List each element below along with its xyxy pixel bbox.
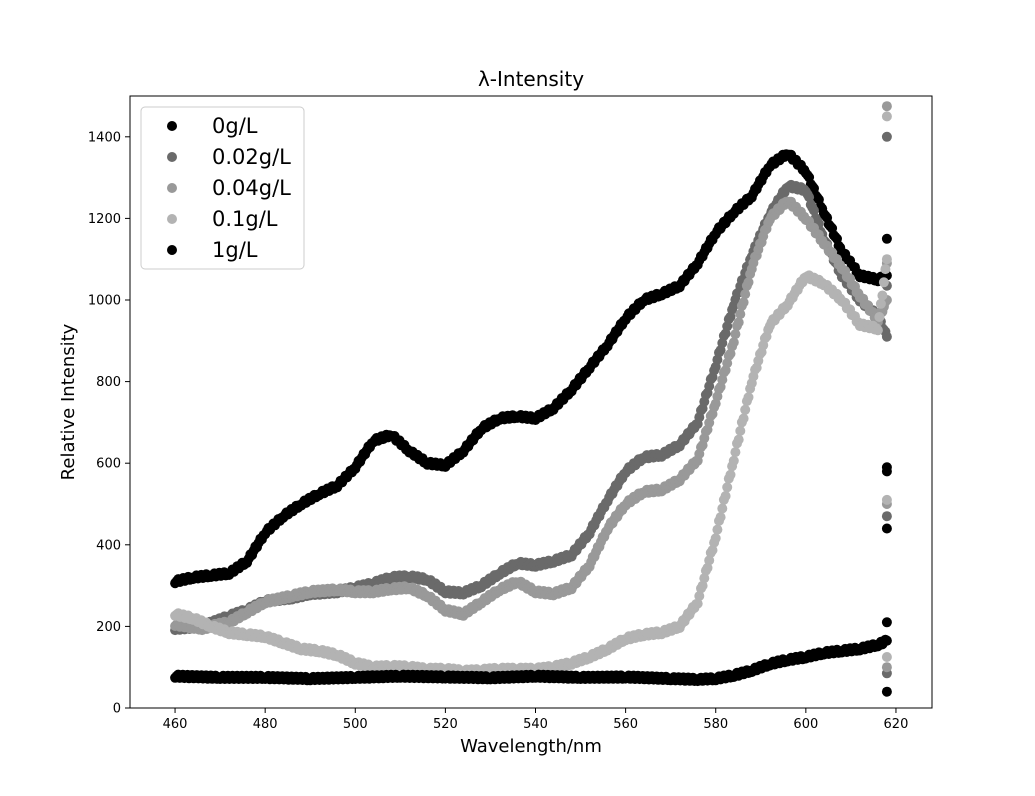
data-point <box>730 447 741 458</box>
data-point <box>738 413 749 424</box>
data-point <box>722 482 733 493</box>
data-point <box>697 580 708 591</box>
legend-box <box>140 106 305 270</box>
data-point <box>809 205 819 216</box>
data-point <box>735 309 746 320</box>
data-point <box>881 511 892 522</box>
y-tick-label: 1000 <box>88 294 121 309</box>
data-point <box>733 317 744 328</box>
legend-label: 0.1g/L <box>212 207 278 231</box>
legend-item: 0.02g/L <box>167 145 291 169</box>
x-axis: 460 480 500 520 540 560 580 600 620 <box>163 708 909 732</box>
data-point <box>881 523 892 534</box>
x-tick-label: 580 <box>703 717 728 732</box>
data-point <box>881 331 892 342</box>
y-tick-label: 1200 <box>88 212 121 227</box>
chart-title: λ-Intensity <box>478 67 584 91</box>
data-point <box>874 312 885 322</box>
series-1g-l <box>170 466 892 697</box>
y-tick-label: 600 <box>96 457 121 472</box>
data-point <box>738 297 749 308</box>
legend-items: 0g/L 0.02g/L 0.04g/L 0.1g/L 1g/L <box>167 114 291 262</box>
data-point <box>881 652 892 662</box>
data-point <box>704 555 715 566</box>
data-point <box>881 635 892 646</box>
data-point <box>881 101 892 112</box>
series-0g-l <box>170 149 892 589</box>
legend: 0g/L 0.02g/L 0.04g/L 0.1g/L 1g/L <box>140 106 305 270</box>
x-tick-label: 460 <box>163 717 188 732</box>
legend-item: 1g/L <box>167 238 258 262</box>
data-point <box>702 562 713 573</box>
y-tick-label: 1400 <box>88 130 121 145</box>
data-point <box>733 434 744 445</box>
x-tick-label: 600 <box>793 717 818 732</box>
x-tick-label: 520 <box>433 717 458 732</box>
data-point <box>804 192 815 203</box>
data-point <box>725 469 736 480</box>
data-point <box>881 111 892 122</box>
y-tick-label: 400 <box>96 538 121 553</box>
data-point <box>692 598 703 609</box>
data-point <box>720 491 731 501</box>
plot-frame <box>129 95 933 709</box>
data-point <box>728 337 739 348</box>
data-point <box>728 455 739 466</box>
legend-label: 1g/L <box>212 238 258 262</box>
x-tick-label: 620 <box>884 717 909 732</box>
x-axis-label: Wavelength/nm <box>460 736 602 757</box>
data-point <box>740 289 751 300</box>
data-point <box>881 494 892 505</box>
legend-label: 0g/L <box>212 114 258 138</box>
data-point <box>881 617 892 628</box>
data-point <box>881 233 892 244</box>
data-point <box>707 545 718 556</box>
data-point <box>712 524 723 535</box>
data-point <box>881 254 892 265</box>
data-point <box>878 277 889 288</box>
data-point <box>875 298 886 309</box>
data-point <box>730 329 741 340</box>
data-point <box>881 131 892 142</box>
x-tick-label: 500 <box>343 717 368 732</box>
data-point <box>710 533 721 544</box>
y-axis: 0 200 400 600 800 1000 1200 1400 <box>88 130 130 717</box>
data-point <box>872 325 883 336</box>
legend-marker <box>167 245 177 255</box>
data-point <box>735 425 746 436</box>
legend-item: 0.1g/L <box>167 207 278 231</box>
legend-label: 0.02g/L <box>212 145 291 169</box>
data-point <box>715 512 726 523</box>
data-point <box>881 662 892 673</box>
data-point <box>881 466 892 477</box>
data-point <box>877 290 888 301</box>
y-tick-label: 200 <box>96 620 121 635</box>
legend-item: 0g/L <box>167 114 258 138</box>
data-point <box>717 503 728 514</box>
legend-item: 0.04g/L <box>167 176 291 200</box>
x-tick-label: 480 <box>253 717 278 732</box>
data-point <box>694 591 705 601</box>
legend-marker <box>167 121 177 131</box>
y-axis-label: Relative Intensity <box>58 323 79 480</box>
y-tick-label: 0 <box>113 702 121 717</box>
data-point <box>699 573 710 584</box>
data-point <box>880 264 891 275</box>
data-point <box>740 404 751 415</box>
legend-label: 0.04g/L <box>212 176 291 200</box>
series-layer <box>170 101 892 697</box>
data-point <box>743 392 754 403</box>
data-point <box>881 686 892 697</box>
legend-marker <box>167 214 177 224</box>
x-tick-label: 560 <box>613 717 638 732</box>
legend-marker <box>167 152 177 162</box>
y-tick-label: 800 <box>96 375 121 390</box>
data-point <box>743 277 754 288</box>
legend-marker <box>167 183 177 193</box>
x-tick-label: 540 <box>523 717 548 732</box>
